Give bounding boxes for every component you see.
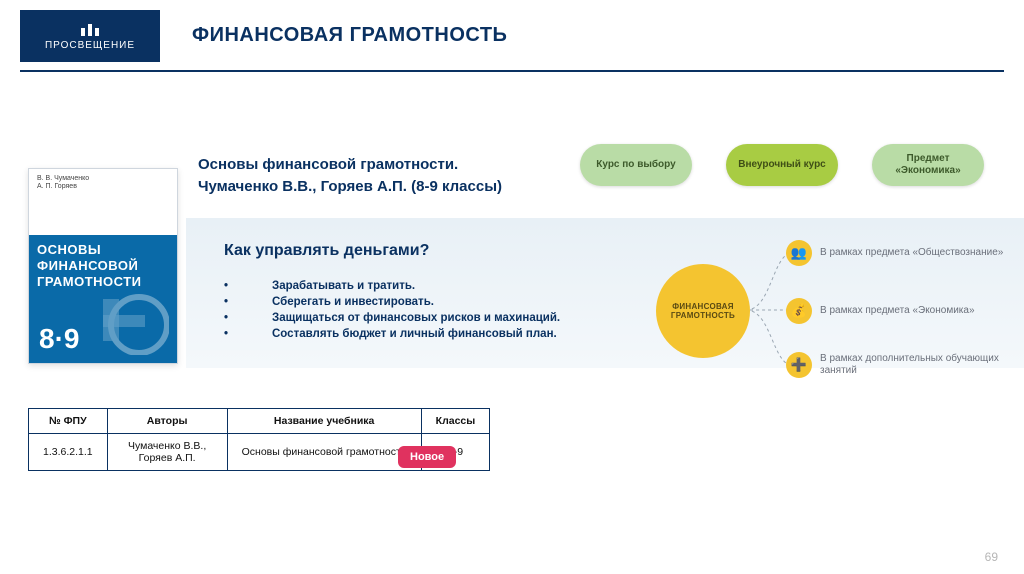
badge-label: Предмет «Экономика» — [880, 153, 976, 177]
th-authors: Авторы — [107, 409, 227, 434]
badge-extracurricular: Внеурочный курс — [726, 144, 838, 186]
td-fpu: 1.3.6.2.1.1 — [29, 434, 108, 471]
subtitle-line-2: Чумаченко В.В., Горяев А.П. (8-9 классы) — [198, 176, 502, 198]
badge-label: Внеурочный курс — [738, 159, 826, 171]
bullet-item: Зарабатывать и тратить. — [224, 280, 560, 292]
bullet-list: Зарабатывать и тратить. Сберегать и инве… — [224, 276, 560, 344]
book-author-2: А. П. Горяев — [37, 183, 169, 191]
th-fpu: № ФПУ — [29, 409, 108, 434]
book-title: ОСНОВЫ ФИНАНСОВОЙ ГРАМОТНОСТИ — [37, 242, 169, 291]
diagram-branch: 👥 В рамках предмета «Обществознание» — [786, 240, 1010, 266]
cover-decoration-icon — [99, 285, 169, 355]
badge-subject-econ: Предмет «Экономика» — [872, 144, 984, 186]
course-badges: Курс по выбору Внеурочный курс Предмет «… — [580, 144, 984, 186]
page-title: ФИНАНСОВАЯ ГРАМОТНОСТЬ — [192, 24, 507, 47]
th-class: Классы — [421, 409, 490, 434]
people-icon: 👥 — [786, 240, 812, 266]
branch-text: В рамках дополнительных обучающих заняти… — [820, 353, 1010, 378]
badge-course-choice: Курс по выбору — [580, 144, 692, 186]
td-authors: Чумаченко В.В., Горяев А.П. — [107, 434, 227, 471]
building-icon — [81, 22, 99, 36]
publisher-name: ПРОСВЕЩЕНИЕ — [45, 40, 135, 51]
diagram-hub: ФИНАНСОВАЯ ГРАМОТНОСТЬ — [656, 264, 750, 358]
new-badge: Новое — [398, 446, 456, 468]
hub-label: ФИНАНСОВАЯ ГРАМОТНОСТЬ — [656, 302, 750, 320]
diagram-branch: 💰 В рамках предмета «Экономика» — [786, 298, 1010, 324]
publisher-logo: ПРОСВЕЩЕНИЕ — [20, 10, 160, 62]
concept-diagram: ФИНАНСОВАЯ ГРАМОТНОСТЬ 👥 В рамках предме… — [644, 222, 1004, 392]
moneybag-icon: 💰 — [786, 298, 812, 324]
bullet-item: Составлять бюджет и личный финансовый пл… — [224, 328, 560, 340]
book-grades: 8·9 — [39, 323, 79, 355]
badge-label: Курс по выбору — [596, 159, 675, 171]
table-header-row: № ФПУ Авторы Название учебника Классы — [29, 409, 490, 434]
course-subtitle: Основы финансовой грамотности. Чумаченко… — [198, 154, 502, 198]
bullet-item: Защищаться от финансовых рисков и махина… — [224, 312, 560, 324]
plus-icon: ➕ — [786, 352, 812, 378]
branch-text: В рамках предмета «Обществознание» — [820, 247, 1010, 260]
bullet-item: Сберегать и инвестировать. — [224, 296, 560, 308]
header: ПРОСВЕЩЕНИЕ ФИНАНСОВАЯ ГРАМОТНОСТЬ — [0, 0, 1024, 74]
subtitle-line-1: Основы финансовой грамотности. — [198, 154, 502, 176]
page-number: 69 — [985, 550, 998, 564]
section-question: Как управлять деньгами? — [224, 242, 429, 260]
book-author-1: В. В. Чумаченко — [37, 175, 169, 183]
diagram-branch: ➕ В рамках дополнительных обучающих заня… — [786, 352, 1010, 378]
td-title: Основы финансовой грамотности — [227, 434, 421, 471]
th-title: Название учебника — [227, 409, 421, 434]
book-cover: В. В. Чумаченко А. П. Горяев ОСНОВЫ ФИНА… — [28, 168, 178, 364]
branch-text: В рамках предмета «Экономика» — [820, 305, 1010, 318]
header-rule — [20, 70, 1004, 72]
